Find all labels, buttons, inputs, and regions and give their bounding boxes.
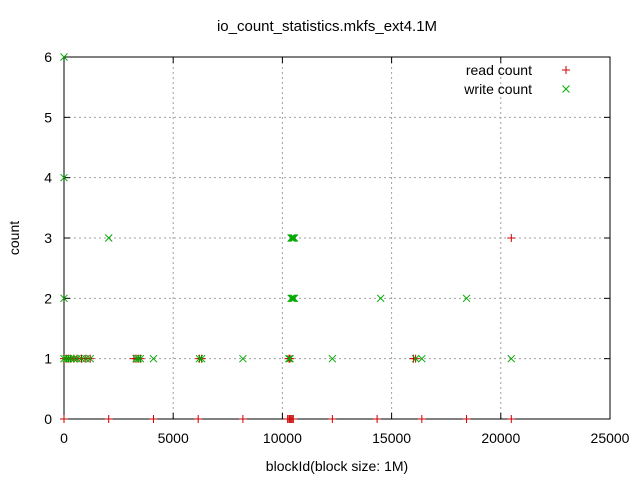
read-count-point xyxy=(60,415,68,423)
write-count-point xyxy=(417,354,426,363)
legend-label-write: write count xyxy=(463,81,532,97)
legend-marker-write xyxy=(562,85,570,93)
chart-title: io_count_statistics.mkfs_ext4.1M xyxy=(217,18,437,35)
write-count-point xyxy=(376,294,385,303)
write-count-point xyxy=(60,294,68,303)
y-axis-label: count xyxy=(6,221,22,255)
write-count-point xyxy=(60,53,68,61)
read-count-point xyxy=(104,415,113,423)
write-count-point xyxy=(149,354,158,363)
write-count-point xyxy=(288,294,297,303)
legend-marker-read xyxy=(562,66,570,74)
write-count-point xyxy=(104,234,113,242)
read-count-point xyxy=(328,415,337,423)
write-count-point xyxy=(287,294,295,303)
x-tick-label: 20000 xyxy=(481,430,520,446)
write-count-point xyxy=(195,354,204,363)
x-axis-label: blockId(block size: 1M) xyxy=(266,458,408,474)
write-count-point xyxy=(64,354,73,363)
write-count-point xyxy=(60,173,68,182)
read-count-point xyxy=(417,415,426,423)
x-tick-label: 10000 xyxy=(263,430,302,446)
write-count-point xyxy=(286,354,294,363)
write-count-point xyxy=(239,354,247,363)
y-tick-label: 3 xyxy=(44,230,52,246)
write-count-point xyxy=(462,294,471,303)
read-count-point xyxy=(194,415,203,423)
write-count-point xyxy=(290,294,299,303)
write-count-point xyxy=(134,354,143,363)
write-count-point xyxy=(136,354,145,363)
write-count-point xyxy=(288,234,297,242)
write-count-point xyxy=(86,354,95,363)
y-tick-label: 0 xyxy=(44,411,52,427)
read-count-point xyxy=(238,415,247,423)
legend: read count write count xyxy=(463,62,570,97)
y-tick-label: 1 xyxy=(44,351,52,367)
y-tick-label: 4 xyxy=(44,170,52,186)
x-tick-label: 0 xyxy=(60,430,68,446)
legend-markers xyxy=(562,66,570,93)
write-count-point xyxy=(285,354,293,363)
y-tick-label: 5 xyxy=(44,109,52,125)
read-count-point xyxy=(373,415,382,423)
write-count-point xyxy=(197,354,206,363)
y-tick-label: 6 xyxy=(44,49,52,65)
write-count-point xyxy=(66,354,75,363)
grid-lines xyxy=(64,57,610,419)
write-count-point xyxy=(290,234,299,242)
y-tick-label: 2 xyxy=(44,290,52,306)
write-count-point xyxy=(287,234,295,242)
write-count-point xyxy=(328,354,337,363)
read-count-point xyxy=(149,415,158,423)
write-count-point xyxy=(289,234,298,242)
data-points xyxy=(60,53,516,423)
read-count-point xyxy=(462,415,471,423)
read-count-point xyxy=(507,415,516,423)
read-count-point xyxy=(289,415,298,423)
write-count-point xyxy=(507,354,516,363)
x-tick-label: 15000 xyxy=(372,430,411,446)
tick-labels: 0 5000 10000 15000 20000 25000 0 1 2 3 4 5 6 xyxy=(44,49,629,446)
legend-label-read: read count xyxy=(466,62,532,78)
write-count-point xyxy=(289,294,298,303)
x-tick-label: 5000 xyxy=(158,430,189,446)
write-count-point xyxy=(69,354,78,363)
read-count-point xyxy=(507,234,516,242)
write-count-point xyxy=(411,354,420,363)
x-tick-label: 25000 xyxy=(591,430,630,446)
